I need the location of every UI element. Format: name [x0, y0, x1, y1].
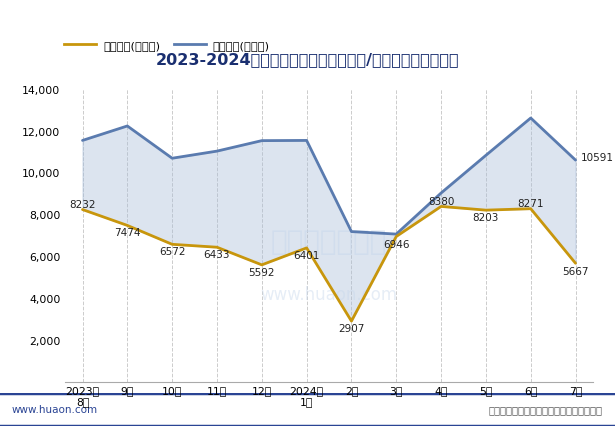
Text: 8271: 8271: [517, 199, 544, 208]
Text: 8380: 8380: [428, 196, 454, 206]
Text: 专业严谨 ● 客观科学: 专业严谨 ● 客观科学: [533, 14, 603, 24]
Text: 7474: 7474: [114, 227, 141, 238]
Text: 5667: 5667: [562, 267, 589, 276]
Text: 2907: 2907: [338, 323, 365, 334]
Text: 5592: 5592: [248, 268, 275, 277]
Text: 8232: 8232: [69, 199, 96, 209]
Text: 6433: 6433: [204, 250, 230, 260]
Text: 资料来源：中国海关，华经产业研究院整理: 资料来源：中国海关，华经产业研究院整理: [489, 404, 603, 414]
Text: 2023-2024年二连浩特市（境内目的地/货源地）进、出口额: 2023-2024年二连浩特市（境内目的地/货源地）进、出口额: [156, 52, 459, 67]
Text: www.huaon.com: www.huaon.com: [261, 285, 397, 303]
Text: www.huaon.com: www.huaon.com: [11, 404, 97, 414]
Text: 10591: 10591: [581, 153, 614, 163]
Text: 华经情报网: 华经情报网: [23, 13, 58, 26]
Text: 华经产业研究院: 华经产业研究院: [271, 227, 387, 256]
Text: 6401: 6401: [293, 250, 320, 260]
Text: 8203: 8203: [473, 213, 499, 223]
Text: 6946: 6946: [383, 239, 410, 249]
Text: 6572: 6572: [159, 247, 185, 257]
Legend: 出口总额(万美元), 进口总额(万美元): 出口总额(万美元), 进口总额(万美元): [60, 37, 274, 56]
